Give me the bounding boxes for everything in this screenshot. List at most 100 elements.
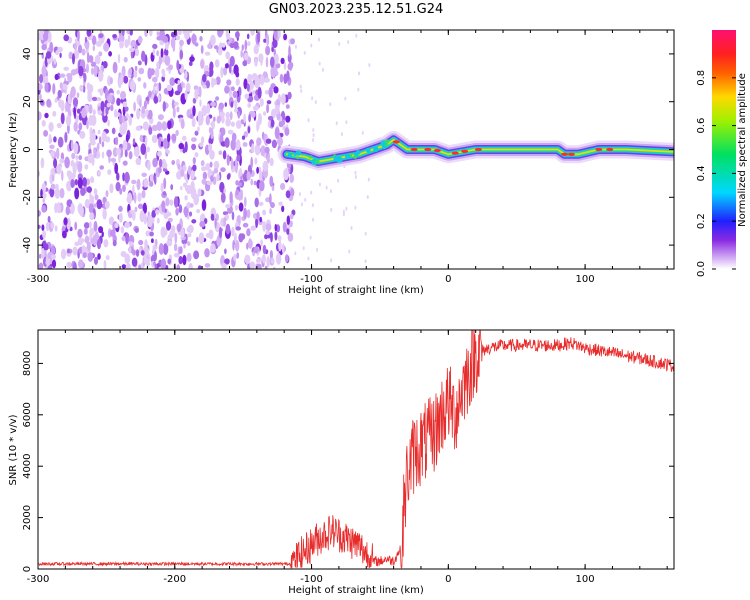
heatmap-cell (205, 163, 211, 171)
heatmap-cell (122, 139, 128, 152)
heatmap-cell (295, 44, 297, 49)
heatmap-cell (138, 264, 142, 269)
heatmap-cell (60, 99, 65, 112)
heatmap-cell (141, 172, 147, 177)
heatmap-cell (204, 51, 211, 56)
heatmap-cell (252, 105, 259, 111)
heatmap-cell (191, 219, 197, 224)
heatmap-cell (179, 246, 183, 255)
heatmap-cell (175, 129, 179, 137)
heatmap-cell (189, 56, 195, 62)
heatmap-cell (154, 82, 157, 87)
heatmap-cell (267, 115, 274, 121)
heatmap-cell (51, 259, 57, 269)
heatmap-cell (358, 71, 360, 76)
heatmap-cell (97, 253, 101, 260)
heatmap-cell (167, 258, 171, 265)
heatmap-cell (270, 258, 275, 264)
heatmap-cell (285, 190, 291, 199)
heatmap-cell (175, 207, 179, 216)
spectrogram-y-ticks: -40 -20 0 20 40 (22, 48, 674, 253)
heatmap-cell (274, 104, 280, 115)
heatmap-cell (75, 114, 79, 124)
heatmap-cell (246, 171, 251, 181)
heatmap-cell (289, 62, 294, 68)
heatmap-cell (329, 102, 332, 107)
heatmap-cell (269, 208, 272, 215)
heatmap-cell (254, 76, 261, 89)
heatmap-cell (310, 43, 313, 48)
heatmap-cell (225, 223, 231, 235)
heatmap-cell (318, 182, 321, 187)
heatmap-cell (271, 46, 274, 53)
heatmap-cell (251, 90, 257, 95)
heatmap-cell (177, 163, 181, 170)
heatmap-cell (184, 195, 188, 201)
heatmap-cell (148, 90, 152, 98)
heatmap-cell (43, 130, 49, 137)
heatmap-cell (145, 96, 150, 102)
heatmap-cell (218, 150, 223, 156)
heatmap-cell (66, 73, 72, 78)
heatmap-cell (44, 82, 49, 93)
heatmap-cell (244, 39, 248, 51)
heatmap-cell (143, 246, 150, 256)
heatmap-cell (174, 90, 181, 96)
heatmap-cell (124, 171, 130, 184)
heatmap-cell (114, 109, 118, 118)
heatmap-cell (88, 55, 94, 63)
heatmap-cell (193, 250, 200, 260)
heatmap-cell (280, 57, 285, 65)
heatmap-cell (270, 119, 275, 128)
heatmap-cell (134, 65, 138, 72)
heatmap-cell (54, 202, 58, 214)
heatmap-cell (82, 177, 87, 187)
heatmap-cell (169, 230, 176, 238)
heatmap-cell (262, 221, 267, 232)
heatmap-cell (88, 203, 94, 214)
heatmap-cell (152, 43, 158, 50)
heatmap-cell (79, 130, 86, 139)
heatmap-cell (354, 170, 357, 175)
heatmap-cell (250, 156, 253, 169)
heatmap-cell (82, 252, 87, 259)
heatmap-cell (264, 77, 270, 83)
heatmap-cell (54, 98, 58, 103)
heatmap-cell (138, 246, 142, 253)
heatmap-cell (202, 74, 207, 83)
heatmap-cell (186, 252, 192, 262)
heatmap-cell (129, 246, 132, 254)
heatmap-cell (66, 261, 72, 268)
heatmap-cell (350, 226, 353, 230)
x-tick-label: -200 (163, 274, 186, 285)
heatmap-cell (86, 30, 92, 37)
heatmap-cell (238, 233, 244, 243)
heatmap-cell (87, 252, 94, 262)
heatmap-cell (87, 153, 94, 164)
heatmap-cell (158, 82, 162, 92)
heatmap-cell (156, 31, 160, 36)
heatmap-cell (91, 35, 97, 46)
heatmap-cell (229, 55, 235, 67)
heatmap-cell (173, 252, 180, 258)
snr-y-ticks: 0 2000 4000 6000 8000 (22, 351, 674, 572)
heatmap-cell (66, 170, 72, 178)
signal-hotspot (424, 147, 432, 152)
heatmap-cell (226, 79, 232, 86)
heatmap-cell (271, 108, 276, 119)
heatmap-cell (238, 202, 244, 212)
heatmap-cell (256, 166, 259, 174)
heatmap-cell (259, 74, 265, 86)
heatmap-cell (184, 30, 190, 40)
heatmap-cell (174, 232, 178, 244)
heatmap-cell (127, 192, 133, 205)
heatmap-cell (79, 84, 84, 92)
heatmap-cell (273, 86, 279, 94)
spectrogram-x-ticks: -300 -200 -100 0 100 (27, 30, 668, 285)
heatmap-cell (165, 221, 172, 231)
signal-blob (315, 159, 320, 164)
heatmap-cell (52, 83, 56, 95)
heatmap-cell (54, 188, 61, 199)
heatmap-cell (157, 150, 162, 157)
heatmap-cell (286, 215, 290, 225)
